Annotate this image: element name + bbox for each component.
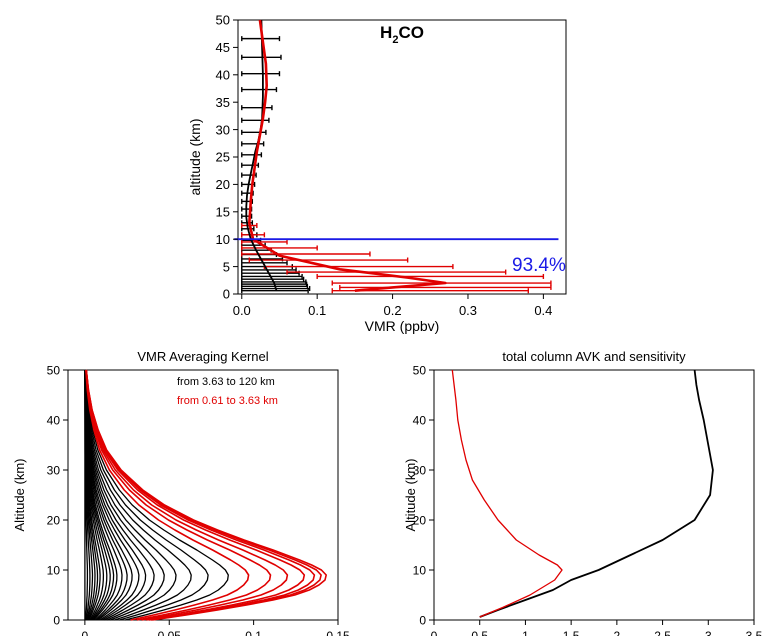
avk-y-tick-label: 0 xyxy=(53,613,60,627)
h2co-y-tick-label: 15 xyxy=(216,204,230,219)
h2co-y-tick-label: 20 xyxy=(216,177,230,192)
avk-legend-red: from 0.61 to 3.63 km xyxy=(177,395,278,407)
avk-kernel-red xyxy=(85,369,327,621)
avk-marks xyxy=(84,369,327,621)
tc-sensitivity-line xyxy=(479,369,714,618)
h2co-apriori-profile xyxy=(245,19,278,291)
avk-kernel-black xyxy=(84,369,165,621)
avk-kernel-red xyxy=(85,369,272,621)
tc-x-tick-label: 0.5 xyxy=(471,629,488,636)
h2co-y-axis-label: altitude (km) xyxy=(187,118,203,195)
h2co-y-tick-label: 30 xyxy=(216,122,230,137)
h2co-y-tick-label: 25 xyxy=(216,150,230,165)
vmr-averaging-kernel-chart: 0 0.05 0.1 0.15 0 10 20 30 40 50 VMR Averaging Ke… xyxy=(12,349,350,636)
avk-x-tick-label: 0 xyxy=(82,629,89,636)
avk-y-tick-label: 10 xyxy=(47,563,61,577)
h2co-y-tick-label: 0 xyxy=(223,287,230,302)
h2co-plot-frame xyxy=(237,19,567,295)
tc-ticks: 0 0.5 1 1.5 2 2.5 3 3.5 0 10 20 30 40 50 xyxy=(413,363,763,636)
tc-y-tick-label: 40 xyxy=(413,413,427,427)
avk-title: VMR Averaging Kernel xyxy=(137,349,268,364)
h2co-y-tick-label: 45 xyxy=(216,40,230,55)
avk-kernel-black xyxy=(84,369,209,621)
h2co-x-tick-label: 0.2 xyxy=(384,303,402,318)
h2co-title: H2CO xyxy=(380,23,424,46)
avk-kernel-black xyxy=(84,369,155,621)
avk-kernel-black xyxy=(84,369,177,621)
h2co-x-tick-label: 0.0 xyxy=(233,303,251,318)
tc-y-tick-label: 50 xyxy=(413,363,427,377)
avk-y-tick-label: 30 xyxy=(47,463,61,477)
h2co-x-axis-label: VMR (ppbv) xyxy=(365,318,440,334)
avk-y-tick-label: 40 xyxy=(47,413,61,427)
avk-x-tick-label: 0.1 xyxy=(245,629,262,636)
h2co-y-tick-label: 50 xyxy=(216,13,230,28)
tc-y-tick-label: 20 xyxy=(413,513,427,527)
h2co-ticks: 0.0 0.1 0.2 0.3 0.4 0 5 10 15 20 25 30 35 40 45 50 xyxy=(216,13,553,318)
tc-x-tick-label: 3.5 xyxy=(746,629,763,636)
avk-kernel-red xyxy=(85,369,289,621)
tc-x-tick-label: 2 xyxy=(614,629,621,636)
avk-legend-black: from 3.63 to 120 km xyxy=(177,376,275,388)
h2co-profile-chart: 0.0 0.1 0.2 0.3 0.4 0 5 10 15 20 25 30 35 40 45 50 H2CO… xyxy=(187,13,567,334)
h2co-y-tick-label: 10 xyxy=(216,232,230,247)
h2co-percentage-annotation: 93.4% xyxy=(512,255,566,276)
avk-kernel-black xyxy=(84,369,192,621)
tc-y-axis-label: Altitude (km) xyxy=(403,459,418,532)
h2co-x-tick-label: 0.4 xyxy=(534,303,552,318)
avk-kernel-black xyxy=(84,369,147,621)
tc-x-tick-label: 2.5 xyxy=(654,629,671,636)
tc-marks xyxy=(451,369,714,618)
avk-y-axis-label: Altitude (km) xyxy=(12,459,27,532)
avk-plot-frame xyxy=(67,369,339,621)
avk-kernel-red xyxy=(85,369,306,621)
tc-avk-line xyxy=(451,369,563,618)
avk-kernel-red xyxy=(85,369,250,621)
h2co-y-tick-label: 40 xyxy=(216,67,230,82)
tc-x-tick-label: 0 xyxy=(431,629,438,636)
tc-plot-frame xyxy=(433,369,755,621)
total-column-avk-chart: 0 0.5 1 1.5 2 2.5 3 3.5 0 10 20 30 40 50 total column… xyxy=(403,349,763,636)
avk-y-tick-label: 20 xyxy=(47,513,61,527)
h2co-marks xyxy=(234,19,559,294)
tc-y-tick-label: 30 xyxy=(413,463,427,477)
avk-ticks: 0 0.05 0.1 0.15 0 10 20 30 40 50 xyxy=(47,363,350,636)
tc-x-tick-label: 1 xyxy=(522,629,529,636)
h2co-y-tick-label: 5 xyxy=(223,259,230,274)
tc-y-tick-label: 0 xyxy=(419,613,426,627)
avk-kernel-black xyxy=(85,369,229,621)
h2co-y-tick-label: 35 xyxy=(216,95,230,110)
h2co-x-tick-label: 0.1 xyxy=(308,303,326,318)
tc-y-tick-label: 10 xyxy=(413,563,427,577)
h2co-x-tick-label: 0.3 xyxy=(459,303,477,318)
avk-x-tick-label: 0.15 xyxy=(326,629,350,636)
tc-title: total column AVK and sensitivity xyxy=(502,349,686,364)
avk-kernel-red xyxy=(85,369,316,621)
avk-y-tick-label: 50 xyxy=(47,363,61,377)
h2co-retrieved-profile xyxy=(248,19,447,292)
tc-x-tick-label: 3 xyxy=(705,629,712,636)
tc-x-tick-label: 1.5 xyxy=(563,629,580,636)
avk-x-tick-label: 0.05 xyxy=(158,629,182,636)
